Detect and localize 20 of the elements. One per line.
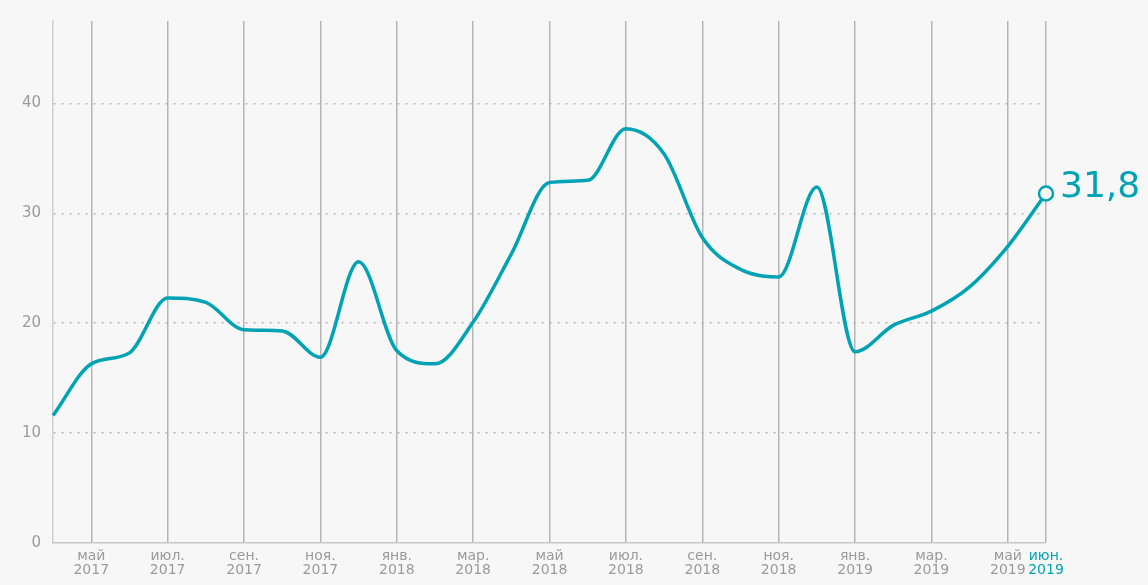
y-tick-label: 20 — [21, 313, 42, 332]
x-tick-label: ноя. 2018 — [760, 546, 797, 577]
x-tick-label: май 2019 — [989, 546, 1026, 577]
x-tick-label: сен. 2018 — [684, 546, 721, 577]
y-tick-label: 30 — [21, 203, 42, 222]
data-label: 31,8 — [1060, 163, 1141, 205]
x-tick-label: янв. 2019 — [837, 546, 873, 577]
x-tick-label: май 2017 — [73, 546, 110, 577]
x-tick-label: июн. 2019 — [1028, 546, 1064, 577]
x-tick-label: янв. 2018 — [378, 546, 415, 577]
y-tick-label: 40 — [21, 93, 42, 112]
x-tick-label: май 2018 — [531, 546, 568, 577]
x-tick-label: ноя. 2017 — [302, 546, 339, 577]
x-tick-label: мар. 2018 — [455, 546, 491, 577]
y-tick-label: 10 — [21, 423, 42, 441]
y-tick-label: 0 — [31, 532, 42, 551]
x-tick-label: сен. 2017 — [226, 546, 262, 577]
x-tick-label: июл. 2017 — [149, 546, 186, 577]
x-tick-label: июл. 2018 — [608, 546, 644, 577]
x-tick-label: мар. 2019 — [913, 546, 950, 577]
